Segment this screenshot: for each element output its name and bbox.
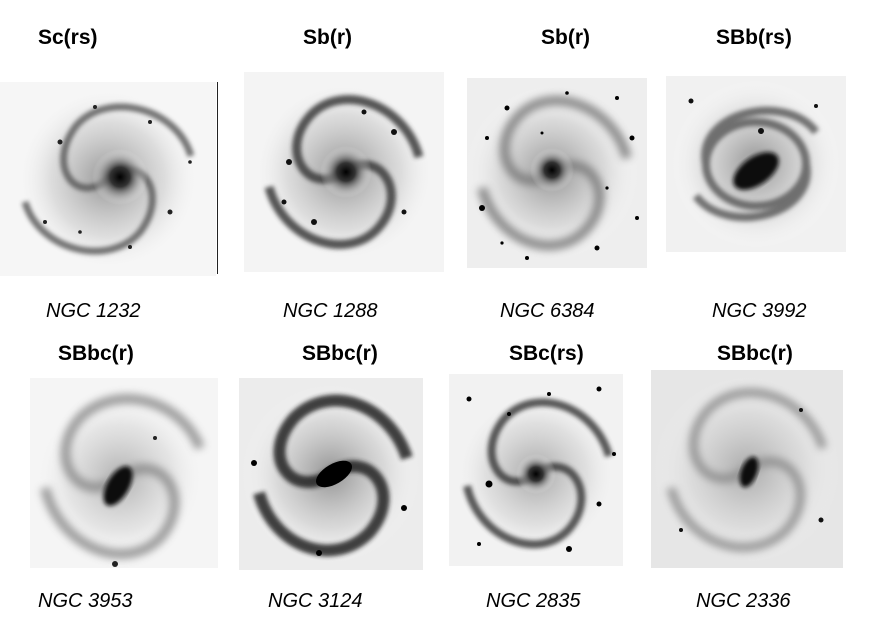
galaxy-image-ngc-2835 [449, 374, 623, 566]
galaxy-name-label: NGC 2835 [486, 590, 581, 612]
galaxy-image-ngc-3124 [239, 378, 423, 570]
galaxy-image-ngc-3992 [666, 76, 846, 252]
galaxy-type-label: SBb(rs) [716, 26, 792, 49]
galaxy-image-ngc-6384 [467, 78, 647, 268]
galaxy-type-label: Sb(r) [303, 26, 352, 49]
galaxy-name-label: NGC 3124 [268, 590, 363, 612]
galaxy-image-ngc-3953 [30, 378, 218, 568]
galaxy-image-ngc-1288 [244, 72, 444, 272]
galaxy-type-label: SBbc(r) [302, 342, 378, 365]
galaxy-type-label: SBbc(r) [717, 342, 793, 365]
galaxy-type-label: Sb(r) [541, 26, 590, 49]
galaxy-type-label: Sc(rs) [38, 26, 98, 49]
galaxy-image-ngc-1232 [0, 82, 216, 276]
galaxy-name-label: NGC 1288 [283, 300, 378, 322]
galaxy-name-label: NGC 1232 [46, 300, 141, 322]
galaxy-image-ngc-2336 [651, 370, 843, 568]
galaxy-name-label: NGC 6384 [500, 300, 595, 322]
galaxy-type-label: SBc(rs) [509, 342, 584, 365]
galaxy-name-label: NGC 2336 [696, 590, 791, 612]
galaxy-name-label: NGC 3953 [38, 590, 133, 612]
galaxy-name-label: NGC 3992 [712, 300, 807, 322]
divider-line [217, 82, 218, 274]
galaxy-type-label: SBbc(r) [58, 342, 134, 365]
